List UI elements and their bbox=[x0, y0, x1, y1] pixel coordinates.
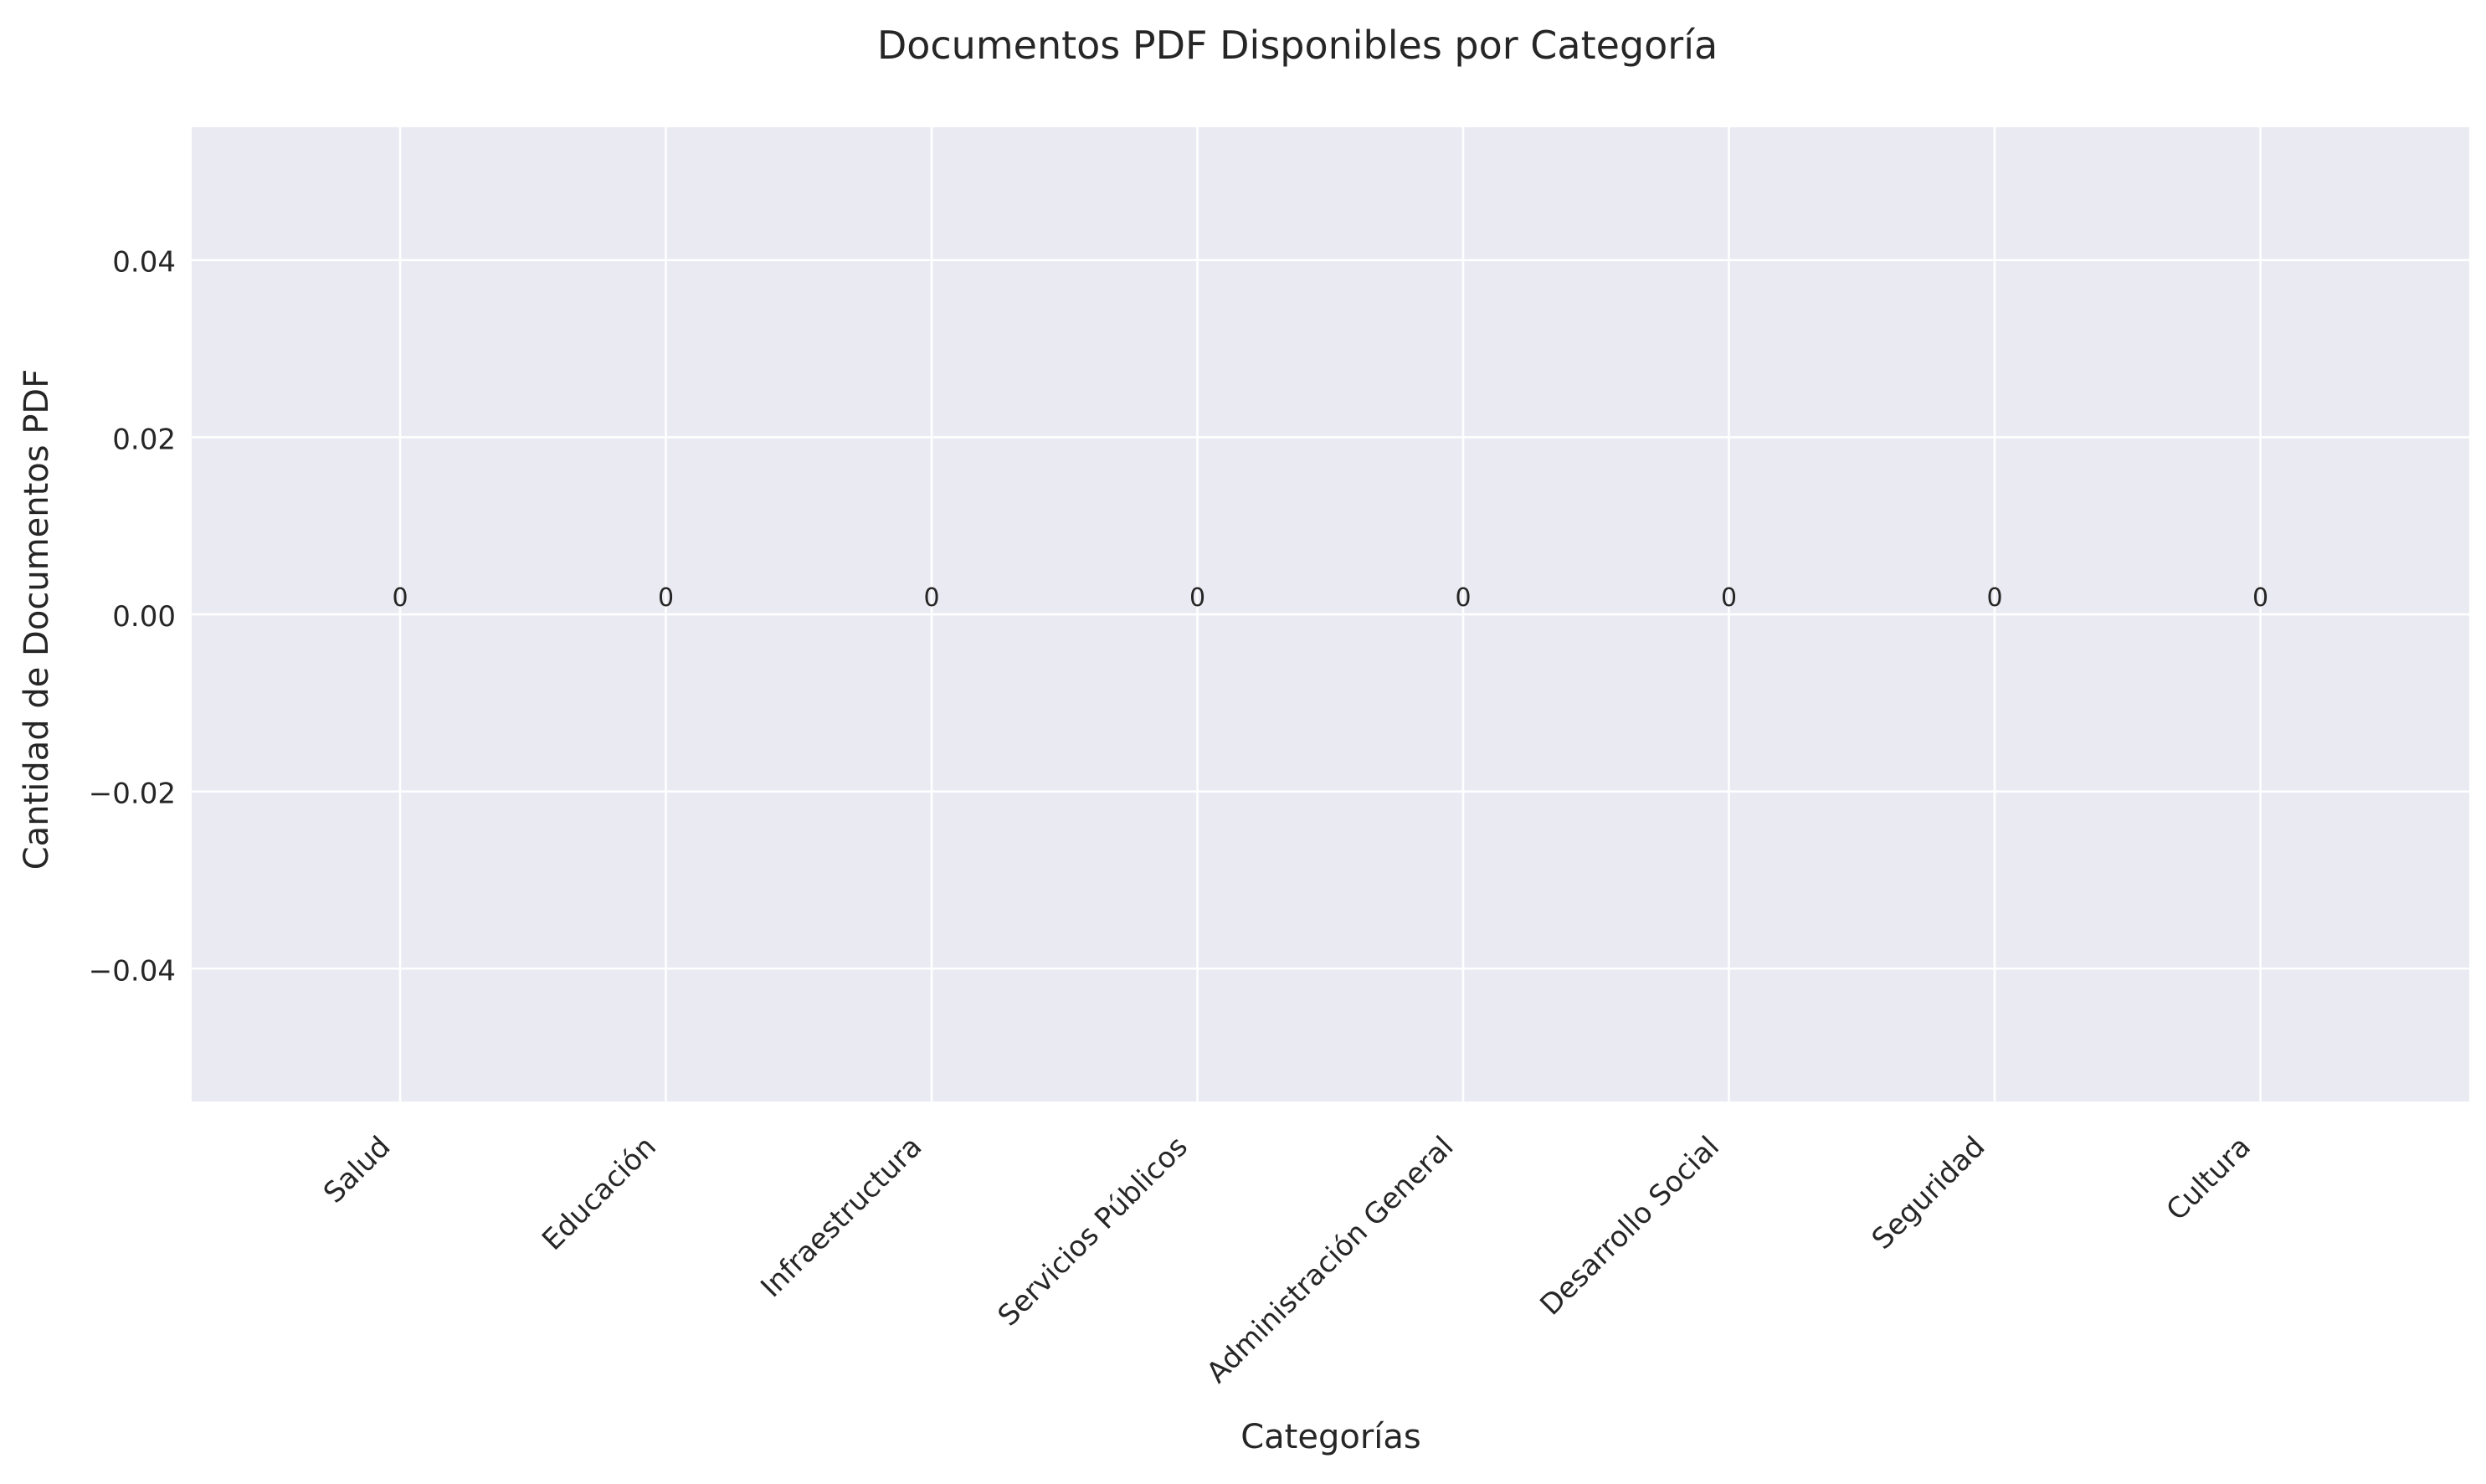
bar-data-label: 0 bbox=[2252, 583, 2268, 613]
y-tick-label: −0.04 bbox=[89, 954, 176, 988]
y-tick-label: 0.04 bbox=[112, 246, 176, 280]
x-tick-label: Desarrollo Social bbox=[1533, 1130, 1725, 1322]
bar-data-label: 0 bbox=[1455, 583, 1471, 613]
y-tick-label: 0.02 bbox=[112, 423, 176, 456]
bar-data-label: 0 bbox=[923, 583, 939, 613]
bar-data-label: 0 bbox=[1986, 583, 2002, 613]
x-tick-label: Cultura bbox=[2160, 1130, 2257, 1227]
x-axis-ticks: Salud Educación Infraestructura Servicios P… bbox=[317, 1130, 2257, 1389]
x-tick-label: Administración General bbox=[1200, 1130, 1460, 1389]
x-tick-label: Salud bbox=[317, 1130, 397, 1209]
y-axis-label: Cantidad de Documentos PDF bbox=[18, 369, 56, 870]
bar-data-label: 0 bbox=[392, 583, 408, 613]
x-axis-label: Categorías bbox=[1240, 1418, 1421, 1456]
grid bbox=[192, 127, 2469, 1101]
bar-data-label: 0 bbox=[1189, 583, 1205, 613]
y-tick-label: −0.02 bbox=[89, 778, 176, 811]
chart-title: Documentos PDF Disponibles por Categoría bbox=[877, 23, 1718, 68]
x-tick-label: Seguridad bbox=[1866, 1130, 1992, 1256]
bar-data-label: 0 bbox=[1721, 583, 1737, 613]
data-labels: 0 0 0 0 0 0 0 0 bbox=[392, 583, 2268, 613]
x-tick-label: Educación bbox=[536, 1130, 663, 1257]
bar-data-label: 0 bbox=[658, 583, 674, 613]
x-tick-label: Servicios Públicos bbox=[992, 1130, 1194, 1333]
y-tick-label: 0.00 bbox=[112, 600, 176, 634]
y-axis-ticks: 0.04 0.02 0.00 −0.02 −0.04 bbox=[89, 246, 176, 988]
x-tick-label: Infraestructura bbox=[754, 1130, 928, 1304]
